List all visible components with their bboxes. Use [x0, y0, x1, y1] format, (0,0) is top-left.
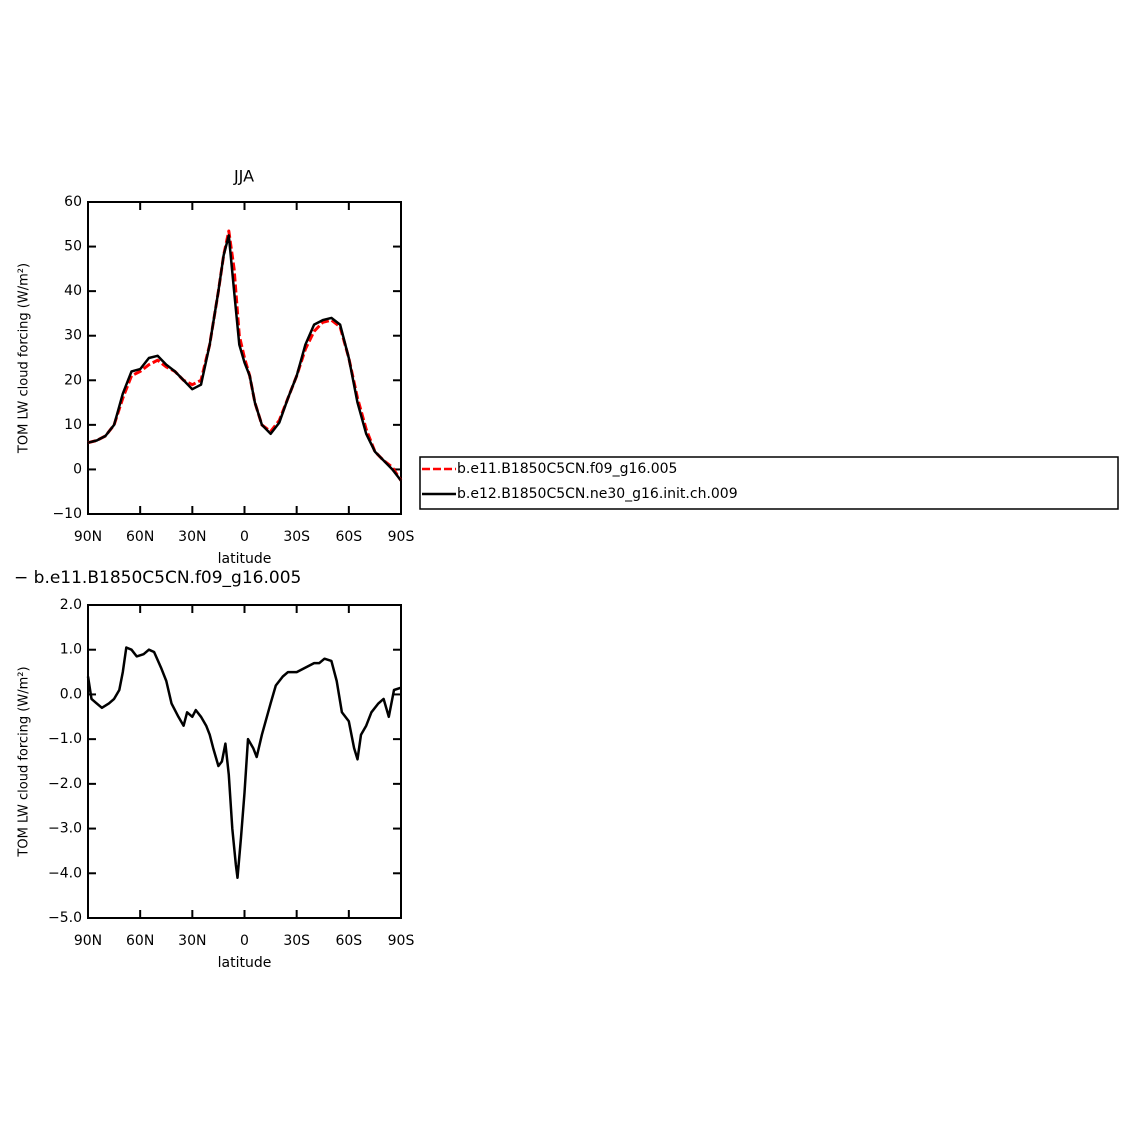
y-tick-label: −2.0	[48, 776, 82, 792]
x-tick-label: 60S	[335, 529, 362, 545]
legend-label: b.e11.B1850C5CN.f09_g16.005	[457, 461, 677, 477]
y-tick-label: 60	[64, 194, 82, 210]
data-line	[87, 234, 402, 482]
x-tick-label: 90S	[388, 933, 415, 949]
y-tick-label: 40	[64, 283, 82, 299]
y-tick-label: 2.0	[60, 597, 82, 613]
y-tick-label: −4.0	[48, 865, 82, 881]
x-tick-label: 30N	[178, 933, 206, 949]
x-tick-label: 30S	[283, 933, 310, 949]
y-tick-label: 0	[73, 461, 82, 477]
y-tick-label: −10	[52, 506, 82, 522]
y-axis-label: TOM LW cloud forcing (W/m²)	[17, 666, 32, 857]
y-tick-label: 0.0	[60, 686, 82, 702]
x-tick-label: 30S	[283, 529, 310, 545]
x-tick-label: 90S	[388, 529, 415, 545]
plot-frame	[87, 604, 402, 919]
y-tick-label: 20	[64, 372, 82, 388]
y-tick-label: −3.0	[48, 821, 82, 837]
x-tick-label: 60S	[335, 933, 362, 949]
y-axis-label: TOM LW cloud forcing (W/m²)	[17, 263, 32, 454]
data-line	[87, 229, 403, 482]
x-tick-label: 0	[240, 933, 249, 949]
plot-frame	[87, 201, 402, 515]
x-tick-label: 90N	[74, 529, 102, 545]
chart-title: − b.e11.B1850C5CN.f09_g16.005	[14, 568, 301, 588]
x-tick-label: 30N	[178, 529, 206, 545]
x-axis-label: latitude	[218, 955, 272, 971]
y-tick-label: 10	[64, 417, 82, 433]
y-tick-label: 1.0	[60, 642, 82, 658]
y-tick-label: −5.0	[48, 910, 82, 926]
y-tick-label: 50	[64, 239, 82, 255]
x-tick-label: 60N	[126, 529, 154, 545]
x-tick-label: 90N	[74, 933, 102, 949]
x-tick-label: 60N	[126, 933, 154, 949]
x-axis-label: latitude	[218, 551, 272, 567]
data-line	[86, 646, 402, 880]
y-tick-label: −1.0	[48, 731, 82, 747]
legend-box	[419, 456, 1119, 510]
y-tick-label: 30	[64, 328, 82, 344]
legend-label: b.e12.B1850C5CN.ne30_g16.init.ch.009	[457, 486, 738, 502]
x-tick-label: 0	[240, 529, 249, 545]
chart-title: JJA	[233, 167, 254, 186]
